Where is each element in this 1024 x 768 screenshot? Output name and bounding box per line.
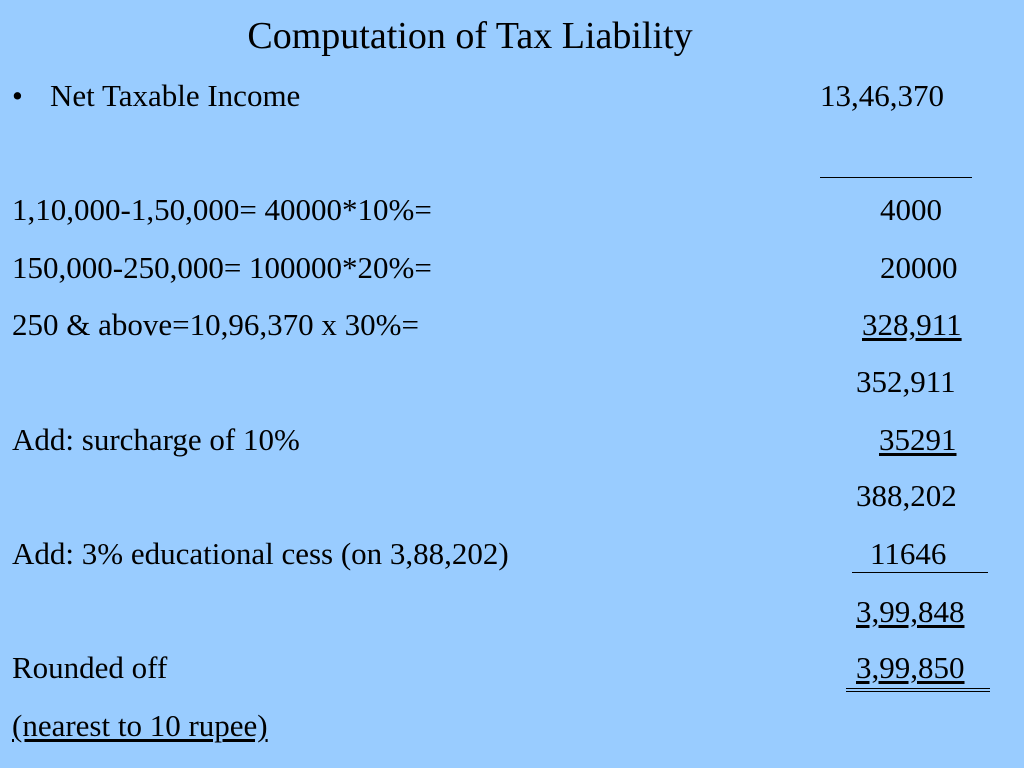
rounded-off-label: Rounded off [12, 650, 168, 685]
total-tax-amount: 3,99,848 [856, 594, 965, 629]
slab-2-label: 150,000-250,000= 100000*20%= [12, 250, 432, 285]
bullet-icon: • [12, 78, 23, 113]
educational-cess-amount: 11646 [870, 536, 947, 571]
slab-1-amount: 4000 [880, 192, 942, 227]
slide-title: Computation of Tax Liability [247, 15, 693, 57]
educational-cess-label: Add: 3% educational cess (on 3,88,202) [12, 536, 509, 571]
surcharge-label: Add: surcharge of 10% [12, 422, 300, 457]
slab-1-label: 1,10,000-1,50,000= 40000*10%= [12, 192, 432, 227]
slab-3-amount: 328,911 [862, 307, 962, 342]
subtotal-with-surcharge-amount: 388,202 [856, 478, 957, 513]
subtotal-tax-amount: 352,911 [856, 364, 956, 399]
surcharge-amount: 35291 [879, 422, 957, 457]
cess-underline-rule [852, 572, 988, 573]
rounded-off-amount: 3,99,850 [856, 650, 965, 685]
slab-2-amount: 20000 [880, 250, 958, 285]
rounded-double-rule-bottom [846, 691, 990, 692]
separator-rule [820, 177, 972, 178]
rounded-double-rule-top [846, 688, 990, 689]
slab-3-label: 250 & above=10,96,370 x 30%= [12, 307, 419, 342]
net-taxable-income-label: Net Taxable Income [50, 78, 301, 113]
rounding-note: (nearest to 10 rupee) [12, 708, 268, 743]
net-taxable-income-amount: 13,46,370 [820, 78, 944, 113]
